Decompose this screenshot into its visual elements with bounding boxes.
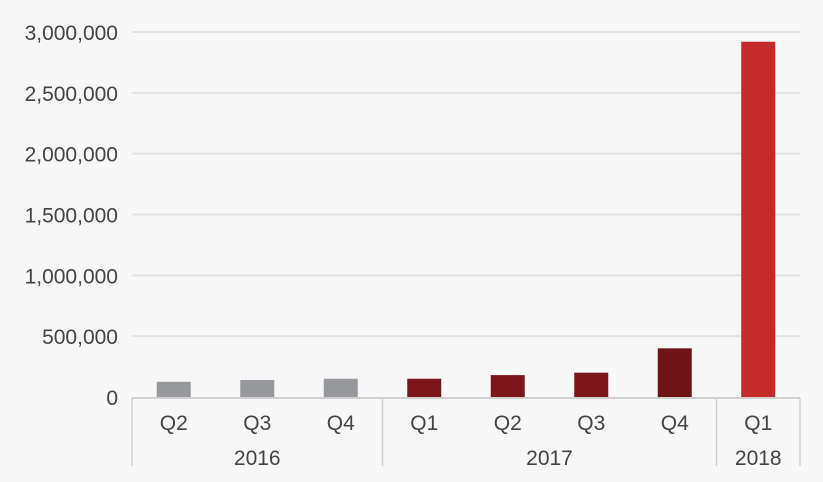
bar [574, 372, 609, 397]
y-tick-label: 2,500,000 [25, 83, 118, 106]
x-tick-label: Q2 [160, 412, 188, 435]
year-group-label: 2018 [735, 447, 782, 470]
year-group-label: 2017 [526, 447, 573, 470]
y-tick-label: 1,500,000 [25, 205, 118, 228]
y-tick-label: 500,000 [42, 326, 118, 349]
bar [156, 381, 191, 397]
bar [240, 379, 275, 397]
x-tick-label: Q2 [494, 412, 522, 435]
y-tick-label: 0 [106, 387, 118, 410]
bars [156, 41, 776, 397]
bar [657, 348, 692, 397]
x-tick-label: Q4 [661, 412, 689, 435]
labels: 0 500,000 1,000,000 1,500,000 2,000,000 2,500… [25, 22, 782, 470]
axes [131, 397, 801, 466]
y-tick-label: 3,000,000 [25, 22, 118, 45]
bar [407, 378, 442, 397]
x-tick-label: Q4 [327, 412, 355, 435]
bar [741, 41, 776, 397]
y-tick-label: 2,000,000 [25, 144, 118, 167]
x-tick-label: Q3 [577, 412, 605, 435]
year-group-label: 2016 [234, 447, 281, 470]
x-tick-label: Q1 [410, 412, 438, 435]
bar [323, 378, 358, 397]
x-tick-label: Q3 [243, 412, 271, 435]
x-tick-label: Q1 [744, 412, 772, 435]
gridlines [132, 31, 800, 338]
y-tick-label: 1,000,000 [25, 265, 118, 288]
bar [490, 375, 525, 397]
